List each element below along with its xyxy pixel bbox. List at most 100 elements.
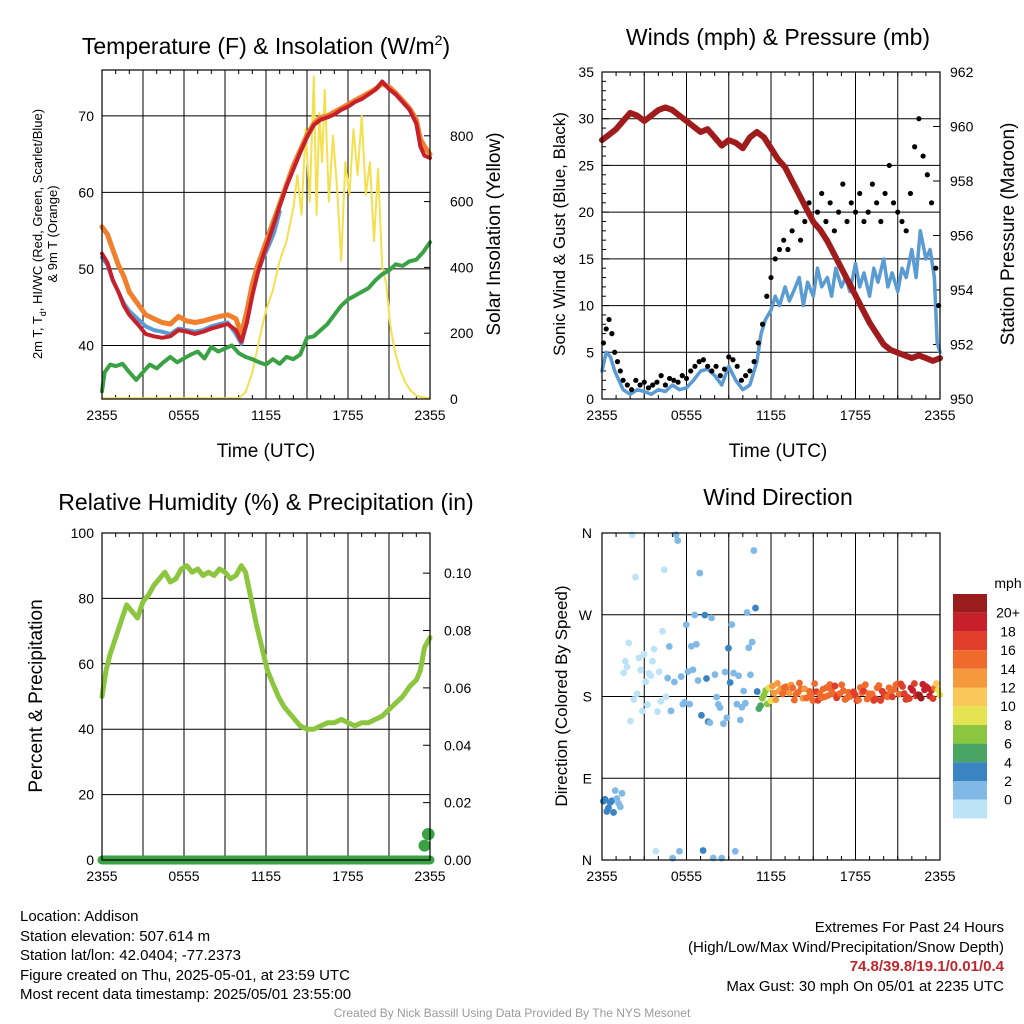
y-tick-label-right: 954 [950,282,974,298]
direction-point [731,847,739,855]
gust-point [721,366,728,372]
direction-point [608,797,616,805]
direction-point [711,671,719,678]
legend-swatch [953,687,987,707]
direction-point [665,643,673,650]
direction-point [643,701,651,709]
direction-point [662,693,670,701]
x-tick-label: 2355 [586,868,617,884]
x-tick-label: 1155 [251,868,281,884]
gust-point [609,331,615,337]
direction-point [831,682,839,690]
gust-point [874,200,880,206]
gust-point [628,387,635,393]
legend-swatch [953,781,987,800]
legend-swatch [953,706,987,725]
direction-point [655,668,663,676]
direction-point [905,695,913,703]
direction-point [610,809,617,816]
y-tick-label-right: 950 [950,391,974,407]
y-tick-label-left: 80 [78,590,94,606]
direction-point [640,650,648,658]
x-axis-label: Time (UTC) [729,441,828,462]
gust-point [865,209,871,215]
direction-point [743,609,751,616]
y-tick-label-left: 15 [578,251,594,267]
direction-point [767,697,775,705]
x-tick-label: 1755 [332,868,363,884]
series-line [100,240,432,394]
legend-label: 6 [1004,736,1012,752]
y-axis-label-right: Solar Insolation (Yellow) [484,132,505,335]
x-tick-label: 0555 [671,407,702,423]
direction-point [910,680,918,687]
y-tick-label-right: 0.04 [444,737,471,753]
gust-point [650,382,656,388]
gust-point [827,200,833,206]
y-axis-label-left: Percent & Precipitation [26,599,47,792]
direction-point [726,679,734,686]
y-tick-label-left: 40 [78,721,94,737]
y-tick-label-right: 200 [450,325,474,341]
direction-point [772,696,780,704]
direction-point [855,696,862,704]
y-tick-label-left: 0 [86,852,94,868]
direction-point [785,689,793,697]
y-tick-label-left: 10 [578,298,594,314]
gust-point [933,265,939,271]
series-line [600,229,942,397]
y-tick-label-left: W [579,607,593,623]
gust-point [730,357,736,363]
gust-point [844,218,850,225]
x-tick-label: 2355 [86,407,117,423]
timestamp-text: Most recent data timestamp: 2025/05/01 2… [20,986,352,1003]
y-label-part: , HI/WC (Red, Green, Scarlet/Blue) [30,109,45,311]
legend-swatch [953,650,987,669]
direction-point [741,699,749,707]
gust-point [713,363,719,369]
direction-point [689,666,697,674]
direction-point [611,787,619,795]
gust-point [882,190,888,197]
gust-point [692,363,698,369]
series-line [101,75,431,400]
plot-border [101,532,431,861]
x-tick-label: 1155 [756,868,786,884]
gust-point [612,349,618,355]
gust-point [924,172,930,178]
direction-point [851,691,859,699]
gust-point [662,382,668,388]
chart-title-sup: 2 [435,32,443,48]
precip-point [418,839,431,852]
direction-point [601,795,609,803]
direction-point [627,717,634,725]
legend-swatch [953,668,987,688]
y-tick-label-left: 30 [578,111,594,127]
direction-point [638,707,646,715]
direction-point [883,693,891,701]
gust-point [814,209,821,215]
y-tick-label-right: 958 [950,173,974,189]
chart-title-main: Temperature (F) & Insolation (W/m [82,33,435,59]
series-line [599,104,943,364]
gust-point [916,116,922,122]
y-tick-label-left: S [583,689,592,705]
legend-unit: mph [994,575,1021,591]
gust-point [759,321,766,327]
x-tick-label: 2355 [414,407,445,423]
y-tick-label-right: 960 [950,119,974,135]
gust-point [823,218,829,225]
direction-point [708,614,715,622]
gust-point [645,385,652,391]
legend-label: 4 [1004,754,1012,770]
y-tick-label-left: N [582,852,592,868]
direction-point [895,690,903,698]
legend-swatch [953,631,987,651]
y-tick-label-right: 0.06 [444,680,471,696]
y-axis-label-left: 2m T, Td, HI/WC (Red, Green, Scarlet/Blu… [30,109,48,359]
legend-label: 12 [1000,680,1016,696]
direction-point [620,669,628,677]
direction-point [674,537,682,545]
gust-point [654,379,660,385]
gust-point [886,162,892,169]
